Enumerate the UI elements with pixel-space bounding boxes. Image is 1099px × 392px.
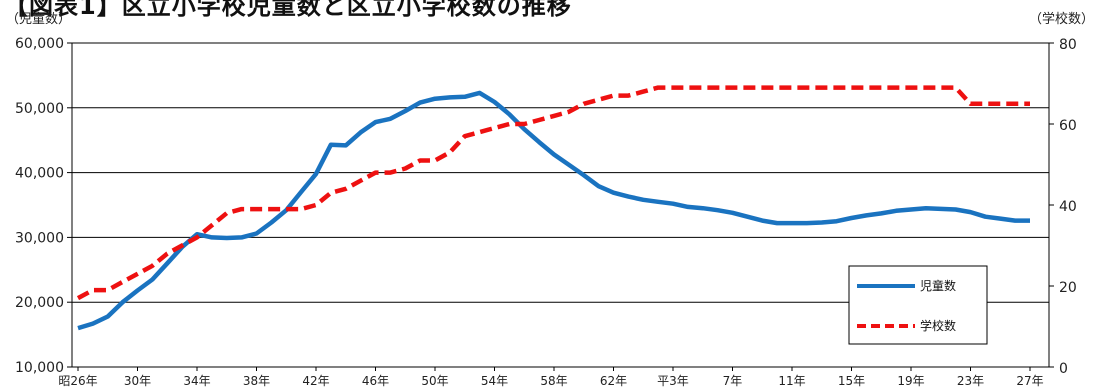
- left-tick-label: 30,000: [15, 230, 64, 246]
- legend-label-children: 児童数: [920, 278, 956, 293]
- legend-box: [848, 265, 988, 345]
- x-tick-label: 42年: [302, 374, 329, 388]
- right-tick-label: 40: [1059, 199, 1077, 215]
- left-tick-label: 10,000: [15, 360, 64, 376]
- legend-label-schools: 学校数: [920, 318, 956, 333]
- x-tick-label: 11年: [778, 374, 805, 388]
- right-axis-ticks: 0 20 40 60 80: [1049, 37, 1077, 377]
- right-tick-label: 80: [1059, 37, 1077, 53]
- x-tick-label: 15年: [838, 374, 865, 388]
- y-left-axis-label: （児童数）: [6, 11, 71, 27]
- x-tick-label: 19年: [897, 374, 924, 388]
- left-tick-label: 50,000: [15, 101, 64, 117]
- series-line-children: [77, 90, 1030, 331]
- x-tick-label: 平3年: [657, 374, 689, 388]
- x-tick-label: 27年: [1016, 374, 1043, 388]
- right-tick-label: 20: [1059, 280, 1077, 296]
- y-right-axis-label: （学校数）: [1029, 11, 1094, 27]
- x-tick-label: 30年: [124, 374, 151, 388]
- x-tick-label: 34年: [183, 374, 210, 388]
- series-line-schools: [76, 85, 1030, 301]
- x-axis-ticks: 昭26年 30年 34年 38年 42年 46年 50年 54年 58年 62年 平3年 7年 11年 1…: [58, 367, 1044, 388]
- left-axis-ticks: 10,000 20,000 30,000 40,000 50,000 60,000: [15, 36, 72, 376]
- x-tick-label: 58年: [540, 374, 567, 388]
- chart-title: 【図表1】区立小学校児童数と区立小学校数の推移: [4, 0, 572, 20]
- right-tick-label: 60: [1059, 118, 1077, 134]
- x-tick-label: 昭26年: [58, 374, 97, 388]
- x-tick-label: 38年: [243, 374, 270, 388]
- x-tick-label: 7年: [723, 374, 743, 388]
- x-tick-label: 62年: [600, 374, 627, 388]
- left-tick-label: 60,000: [15, 36, 64, 52]
- legend: 児童数 学校数: [848, 265, 988, 345]
- series-lines: [76, 85, 1030, 331]
- x-tick-label: 23年: [957, 374, 984, 388]
- x-tick-label: 50年: [421, 374, 448, 388]
- left-tick-label: 40,000: [15, 166, 64, 182]
- right-tick-label: 0: [1059, 361, 1068, 377]
- x-tick-label: 46年: [362, 374, 389, 388]
- x-tick-label: 54年: [481, 374, 508, 388]
- left-tick-label: 20,000: [15, 295, 64, 311]
